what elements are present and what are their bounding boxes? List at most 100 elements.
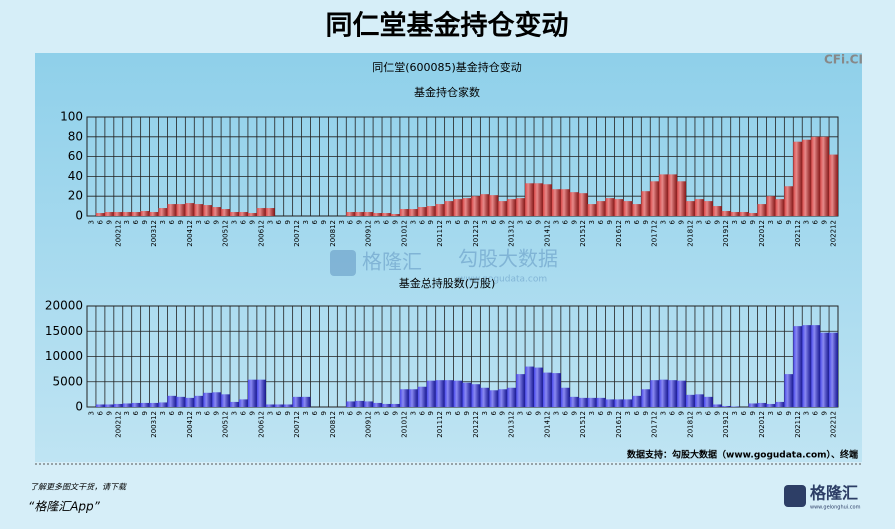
x-tick-label: 3 bbox=[302, 411, 310, 415]
bar-shade bbox=[417, 207, 427, 216]
x-tick-label: 9 bbox=[105, 220, 113, 224]
bar-shade bbox=[149, 212, 159, 216]
x-tick-label: 3 bbox=[481, 411, 489, 415]
x-tick-label: 3 bbox=[517, 411, 525, 415]
x-tick-label: 6 bbox=[96, 410, 104, 415]
x-tick-label: 9 bbox=[821, 411, 829, 415]
bar-shade bbox=[632, 395, 642, 407]
x-tick-label: 6 bbox=[383, 219, 391, 224]
x-tick-label: 6 bbox=[383, 410, 391, 415]
x-tick-label: 3 bbox=[123, 411, 131, 415]
bar-shade bbox=[256, 379, 266, 407]
bar-shade bbox=[301, 396, 311, 407]
bar-shade bbox=[829, 154, 838, 216]
bar-shade bbox=[525, 183, 535, 216]
x-tick-label: 9 bbox=[427, 411, 435, 415]
x-tick-label: 9 bbox=[606, 411, 614, 415]
bar-shade bbox=[721, 211, 731, 216]
x-tick-label: 6 bbox=[454, 219, 462, 224]
bar-shade bbox=[730, 212, 740, 216]
bar-shade bbox=[641, 389, 651, 407]
bar-shade bbox=[176, 204, 186, 216]
x-tick-label: 6 bbox=[633, 219, 641, 224]
x-tick-label: 3 bbox=[767, 411, 775, 415]
logo-url: www.gelonghui.com bbox=[810, 505, 861, 511]
x-tick-label: 201112 bbox=[436, 411, 444, 438]
bar-shade bbox=[534, 183, 543, 216]
bar-shade bbox=[480, 387, 490, 407]
x-tick-label: 9 bbox=[749, 220, 757, 224]
bar-shade bbox=[766, 403, 776, 407]
watermark-url: www.gogudata.com bbox=[458, 275, 547, 285]
x-tick-label: 202112 bbox=[794, 411, 802, 438]
x-tick-label: 201912 bbox=[722, 411, 730, 438]
x-tick-label: 6 bbox=[526, 410, 534, 415]
bar-shade bbox=[712, 206, 722, 216]
x-tick-label: 3 bbox=[338, 220, 346, 224]
bar-shade bbox=[176, 396, 186, 407]
x-tick-label: 200512 bbox=[222, 220, 230, 247]
bar-shade bbox=[686, 201, 695, 216]
bar-shade bbox=[802, 139, 812, 216]
x-tick-label: 201512 bbox=[579, 411, 587, 438]
y-tick-label: 0 bbox=[75, 209, 83, 223]
bar-shade bbox=[364, 212, 374, 216]
bar-shade bbox=[462, 198, 472, 216]
bar-shade bbox=[802, 325, 812, 407]
bar-shade bbox=[212, 392, 222, 407]
x-tick-label: 201612 bbox=[615, 411, 623, 438]
bar-shade bbox=[238, 399, 248, 407]
bar-shade bbox=[426, 206, 436, 216]
bar-shade bbox=[185, 397, 195, 407]
x-tick-label: 200812 bbox=[329, 411, 337, 438]
x-tick-label: 200612 bbox=[257, 411, 265, 438]
bar-shade bbox=[158, 208, 168, 216]
bar-shade bbox=[408, 209, 418, 216]
x-tick-label: 3 bbox=[87, 220, 95, 224]
x-tick-label: 9 bbox=[678, 220, 686, 224]
bar-shade bbox=[677, 181, 687, 216]
y-tick-label: 20000 bbox=[45, 299, 83, 313]
x-tick-label: 6 bbox=[561, 219, 569, 224]
x-tick-label: 200412 bbox=[186, 220, 194, 247]
x-tick-label: 3 bbox=[159, 220, 167, 224]
bar-shade bbox=[399, 209, 409, 216]
bar-shade bbox=[677, 380, 687, 407]
x-tick-label: 9 bbox=[284, 220, 292, 224]
bar-shade bbox=[614, 199, 624, 216]
x-tick-label: 6 bbox=[204, 219, 212, 224]
x-tick-label: 201412 bbox=[543, 220, 551, 247]
bar-shade bbox=[274, 404, 284, 407]
bar-shade bbox=[140, 402, 150, 407]
x-tick-label: 6 bbox=[633, 410, 641, 415]
bar-shade bbox=[265, 404, 275, 407]
x-tick-label: 3 bbox=[660, 220, 668, 224]
subtitle: 同仁堂(600085)基金持仓变动 bbox=[372, 60, 522, 74]
bar-shade bbox=[534, 367, 543, 407]
x-tick-label: 6 bbox=[597, 410, 605, 415]
bar-shade bbox=[185, 203, 195, 216]
bar-shade bbox=[829, 332, 838, 407]
bar-shade bbox=[686, 394, 695, 407]
y-tick-label: 60 bbox=[68, 149, 83, 163]
bar-shade bbox=[453, 380, 463, 407]
x-tick-label: 3 bbox=[266, 220, 274, 224]
y-tick-label: 40 bbox=[68, 169, 83, 183]
bar-shade bbox=[435, 204, 445, 216]
bar-shade bbox=[417, 386, 427, 407]
x-tick-label: 200312 bbox=[150, 220, 158, 247]
watermark-brand: 格隆汇 bbox=[362, 250, 422, 274]
y-tick-label: 100 bbox=[60, 110, 83, 124]
x-tick-label: 9 bbox=[678, 411, 686, 415]
bar-shade bbox=[614, 399, 624, 407]
footer-app: “格隆汇App” bbox=[28, 500, 101, 514]
x-tick-label: 201212 bbox=[472, 411, 480, 438]
x-tick-label: 200212 bbox=[114, 220, 122, 247]
x-tick-label: 6 bbox=[669, 219, 677, 224]
bar-shade bbox=[578, 397, 588, 407]
x-tick-label: 9 bbox=[141, 411, 149, 415]
x-tick-label: 3 bbox=[338, 411, 346, 415]
bar-shade bbox=[498, 389, 508, 407]
x-tick-label: 3 bbox=[302, 220, 310, 224]
